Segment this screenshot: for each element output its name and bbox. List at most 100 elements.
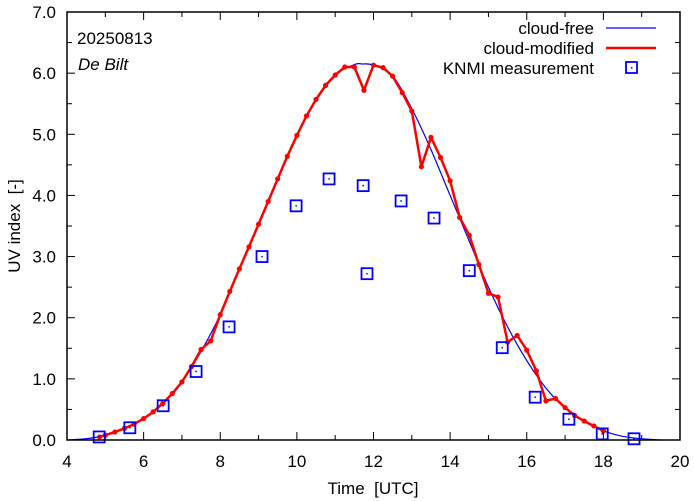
x-tick-label: 14 (441, 452, 460, 471)
knmi-measurement-center (633, 438, 635, 440)
legend-label-cloud-free: cloud-free (518, 19, 594, 38)
y-tick-label: 7.0 (32, 3, 56, 22)
x-axis-title: Time [UTC] (328, 479, 419, 498)
knmi-measurement-center (295, 205, 297, 207)
knmi-measurement-center (129, 427, 131, 429)
cloud-modified-point (265, 198, 271, 205)
cloud-modified-line (99, 63, 604, 439)
y-tick-label: 6.0 (32, 64, 56, 83)
cloud-modified-point (514, 332, 520, 339)
cloud-modified-point (323, 82, 329, 88)
y-tick-label: 4.0 (32, 186, 56, 205)
cloud-modified-point (198, 346, 204, 353)
cloud-modified-point (380, 65, 386, 71)
cloud-modified-point (255, 221, 262, 227)
knmi-measurement-center (195, 370, 197, 373)
knmi-measurement-center (98, 436, 100, 438)
y-tick-label: 0.0 (32, 431, 56, 450)
y-tick-label: 1.0 (32, 370, 56, 389)
x-tick-label: 20 (671, 452, 690, 471)
cloud-free-line (66, 62, 661, 441)
knmi-measurement-point (394, 194, 408, 208)
cloud-modified-point (342, 64, 348, 70)
cloud-modified-point (485, 290, 492, 296)
knmi-measurement-point (156, 399, 170, 413)
cloud-modified-point (141, 416, 147, 422)
cloud-modified-point (169, 390, 175, 397)
knmi-measurement-point (462, 264, 476, 278)
y-tick-label: 3.0 (32, 248, 56, 267)
cloud-modified-point (217, 312, 223, 318)
cloud-modified-point (236, 266, 243, 272)
cloud-modified-point (524, 347, 530, 353)
knmi-measurement-point (427, 211, 441, 225)
knmi-measurement-center (433, 217, 435, 219)
knmi-measurement-center (601, 433, 603, 435)
knmi-measurement-center (400, 200, 402, 202)
legend: cloud-free cloud-modified KNMI measureme… (443, 19, 656, 78)
site-annotation: De Bilt (78, 55, 129, 74)
legend-label-knmi-measurement: KNMI measurement (443, 59, 594, 78)
x-tick-label: 8 (216, 452, 225, 471)
knmi-measurement-center (468, 269, 471, 272)
x-tick-label: 18 (594, 452, 613, 471)
y-tick-labels: 0.0 1.0 2.0 3.0 4.0 5.0 6.0 7.0 (32, 3, 56, 450)
x-tick-labels: 4 6 8 10 12 14 16 18 20 (62, 452, 689, 471)
cloud-modified-point (160, 400, 166, 406)
knmi-measurement-center (568, 418, 570, 420)
knmi-measurement-point (562, 412, 576, 426)
knmi-measurement-point (356, 179, 370, 193)
y-tick-label: 2.0 (32, 309, 56, 328)
cloud-modified-point (495, 294, 501, 300)
knmi-measurement-center (501, 346, 503, 349)
x-tick-label: 16 (517, 452, 536, 471)
knmi-measurement-center (366, 272, 368, 275)
cloud-modified-point (351, 64, 357, 70)
legend-swatch-knmi-measurement-dot (631, 67, 633, 69)
knmi-measurement-center (534, 396, 536, 398)
cloud-modified-point (591, 423, 597, 429)
cloud-modified-point (447, 178, 453, 184)
cloud-modified-point (437, 154, 444, 161)
knmi-measurement-point (322, 172, 336, 186)
knmi-measurement-point (189, 365, 203, 378)
y-tick-label: 5.0 (32, 125, 56, 144)
cloud-modified-point (275, 176, 281, 182)
x-tick-label: 12 (364, 452, 383, 471)
y-axis-title: UV index [-] (5, 179, 24, 273)
knmi-measurement-point (627, 432, 641, 446)
knmi-measurement-point (222, 320, 236, 334)
legend-label-cloud-modified: cloud-modified (483, 39, 594, 58)
knmi-measurement-point (495, 341, 509, 355)
knmi-measurement-point (360, 267, 374, 281)
cloud-modified-point (457, 214, 463, 221)
cloud-modified-point (552, 395, 559, 402)
plot-marks (66, 62, 661, 446)
cloud-modified-point (179, 379, 185, 385)
knmi-measurement-point (289, 199, 303, 213)
cloud-modified-point (284, 153, 290, 159)
cloud-modified-point (227, 288, 233, 295)
cloud-modified-point (476, 261, 482, 268)
x-tick-label: 4 (62, 452, 71, 471)
cloud-modified-point (208, 338, 214, 344)
cloud-modified-point (246, 244, 252, 250)
knmi-measurement-point (92, 430, 106, 444)
knmi-measurement-point (528, 390, 542, 404)
cloud-modified-point (390, 73, 396, 79)
date-annotation: 20250813 (77, 29, 153, 48)
axis-ticks (66, 11, 681, 441)
cloud-modified-point (303, 113, 310, 119)
legend-swatch-knmi-measurement (625, 61, 638, 74)
knmi-measurement-center (228, 326, 230, 328)
knmi-measurement-point (123, 421, 137, 435)
cloud-modified-point (370, 62, 377, 68)
cloud-modified-point (313, 96, 319, 103)
cloud-modified-point (112, 429, 118, 435)
x-tick-label: 10 (287, 452, 306, 471)
cloud-modified-point (332, 72, 338, 78)
cloud-modified-point (543, 398, 549, 404)
cloud-modified-point (428, 134, 434, 140)
knmi-measurement-center (261, 255, 263, 258)
